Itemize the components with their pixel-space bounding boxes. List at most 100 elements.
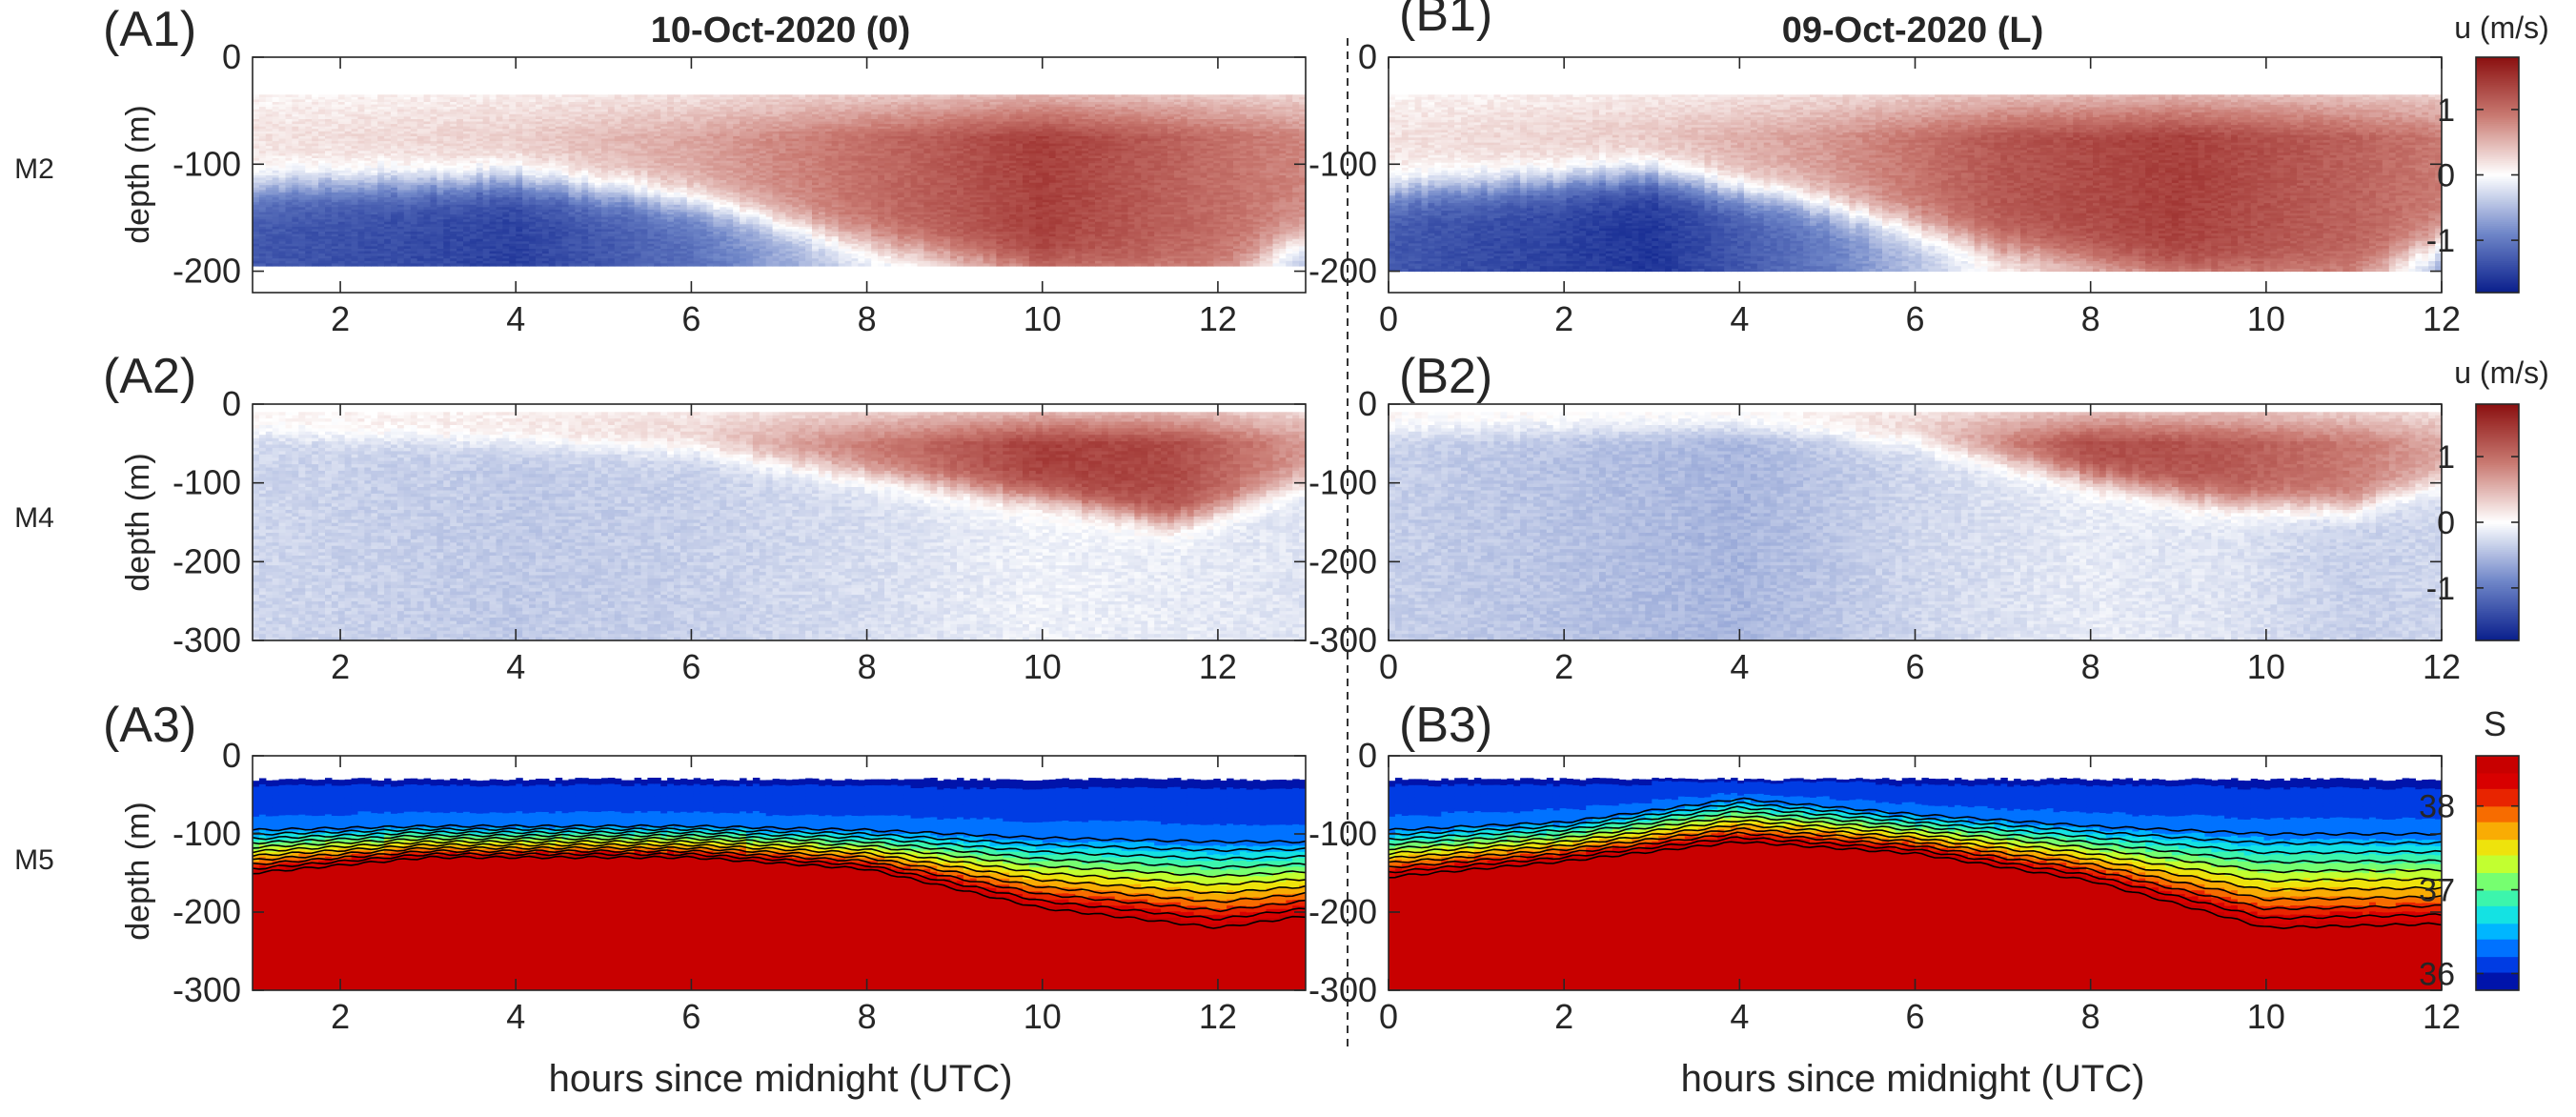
y-tick-label: -300: [172, 970, 241, 1009]
heatmap-field: [1389, 412, 2443, 640]
x-tick-label: 8: [858, 647, 877, 686]
panel-label: (B2): [1399, 349, 1492, 404]
x-tick-label: 4: [1730, 997, 1749, 1036]
x-tick-label: 8: [2081, 997, 2100, 1036]
x-tick-label: 2: [1554, 647, 1573, 686]
x-tick-label: 2: [1554, 997, 1573, 1036]
x-tick-label: 4: [506, 647, 525, 686]
y-tick-label: -300: [1308, 970, 1377, 1009]
y-tick-label: -100: [1308, 814, 1377, 853]
x-tick-label: 12: [2423, 997, 2461, 1036]
colorbar-tick-label: 37: [2419, 873, 2455, 909]
x-tick-label: 6: [681, 647, 700, 686]
x-tick-label: 10: [1024, 647, 1062, 686]
x-tick-label: 4: [1730, 299, 1749, 338]
y-tick-label: 0: [1358, 384, 1377, 423]
x-tick-label: 8: [858, 299, 877, 338]
y-tick-label: -200: [172, 892, 241, 931]
panel-b2: 0 2 4 6 8 10 120-100-200-300(B2): [1308, 349, 2461, 686]
x-tick-label: 10: [2247, 299, 2285, 338]
y-tick-label: -200: [1308, 252, 1377, 291]
x-tick-label: 12: [2423, 299, 2461, 338]
x-tick-label: 2: [331, 647, 350, 686]
mooring-label-m2: M2: [14, 153, 54, 185]
panel-a3: 2 4 6 8 10 120-100-200-300(A3): [103, 698, 1307, 1036]
y-tick-label: 0: [1358, 736, 1377, 775]
y-tick-label: -100: [172, 463, 241, 502]
ylabel-row3: depth (m): [120, 802, 156, 941]
x-tick-label: 6: [1905, 997, 1924, 1036]
x-tick-label: 8: [2081, 647, 2100, 686]
panel-label: (B1): [1399, 0, 1492, 42]
x-tick-label: 12: [1199, 647, 1237, 686]
x-tick-label: 6: [681, 299, 700, 338]
mooring-label-m5: M5: [14, 844, 54, 876]
heatmap-field: [253, 94, 1307, 266]
y-tick-label: -200: [172, 541, 241, 580]
xlabel-left: hours since midnight (UTC): [549, 1058, 1013, 1100]
colorbar-tick-label: -1: [2426, 223, 2455, 259]
colorbar-tick-label: -1: [2426, 571, 2455, 607]
x-tick-label: 10: [1024, 299, 1062, 338]
heatmap-field: [1389, 778, 2443, 991]
y-tick-label: 0: [222, 384, 241, 423]
heatmap-field: [253, 412, 1307, 640]
x-tick-label: 8: [2081, 299, 2100, 338]
y-tick-label: -300: [1308, 620, 1377, 660]
y-tick-label: -200: [1308, 892, 1377, 931]
colorbar-1: 1 0 -1: [2426, 57, 2519, 294]
colorbar-3: 38 37 36: [2419, 756, 2519, 992]
panel-label: (A3): [103, 698, 196, 753]
x-tick-label: 4: [506, 299, 525, 338]
y-tick-label: 0: [222, 37, 241, 76]
x-tick-label: 4: [1730, 647, 1749, 686]
colorbar-tick-label: 0: [2437, 158, 2455, 194]
colorbar-tick-label: 1: [2437, 92, 2455, 129]
x-tick-label: 6: [681, 997, 700, 1036]
heatmap-field: [1389, 94, 2443, 272]
ylabel-row1: depth (m): [120, 105, 156, 244]
x-tick-label: 4: [506, 997, 525, 1036]
y-tick-label: -100: [172, 144, 241, 183]
panel-a2: 2 4 6 8 10 120-100-200-300(A2): [103, 349, 1307, 686]
y-tick-label: -100: [172, 814, 241, 853]
panel-label: (A1): [103, 2, 196, 57]
colorbar-tick-label: 1: [2437, 439, 2455, 476]
colorbar-label-row2: u (m/s): [2454, 355, 2549, 390]
x-tick-label: 2: [331, 997, 350, 1036]
colorbar-tick-label: 38: [2419, 789, 2455, 825]
ylabel-row2: depth (m): [120, 453, 156, 592]
panel-label: (A2): [103, 349, 196, 404]
colorbar-label-row1: u (m/s): [2454, 10, 2549, 45]
panel-a1: 2 4 6 8 10 12 0 -100 -200 (A1): [103, 2, 1307, 338]
colorbar-tick-label: 0: [2437, 505, 2455, 541]
colorbar-label-row3: S: [2484, 704, 2506, 743]
x-tick-label: 6: [1905, 647, 1924, 686]
x-tick-label: 12: [1199, 997, 1237, 1036]
x-tick-label: 10: [2247, 997, 2285, 1036]
colorbar-tick-label: 36: [2419, 956, 2455, 992]
panel-b1: 0 2 4 6 8 10 12 0 -100 -200 (B1): [1308, 0, 2461, 338]
x-tick-label: 0: [1379, 997, 1398, 1036]
x-tick-label: 8: [858, 997, 877, 1036]
x-tick-label: 12: [1199, 299, 1237, 338]
column-title-left: 10-Oct-2020 (0): [651, 10, 910, 51]
y-tick-label: -200: [172, 252, 241, 291]
x-tick-label: 0: [1379, 647, 1398, 686]
x-tick-label: 0: [1379, 299, 1398, 338]
panel-label: (B3): [1399, 698, 1492, 753]
mooring-label-m4: M4: [14, 502, 54, 534]
column-title-right: 09-Oct-2020 (L): [1782, 10, 2044, 51]
y-tick-label: -100: [1308, 144, 1377, 183]
x-tick-label: 10: [1024, 997, 1062, 1036]
y-tick-label: -100: [1308, 463, 1377, 502]
x-tick-label: 2: [331, 299, 350, 338]
panel-b3: 0 2 4 6 8 10 12 0 -100 -200 -300 (B3): [1308, 698, 2461, 1036]
y-tick-label: -200: [1308, 541, 1377, 580]
x-tick-label: 2: [1554, 299, 1573, 338]
x-tick-label: 12: [2423, 647, 2461, 686]
colorbar-2: 1 0 -1: [2426, 404, 2519, 641]
heatmap-field: [253, 778, 1307, 991]
x-tick-label: 6: [1905, 299, 1924, 338]
